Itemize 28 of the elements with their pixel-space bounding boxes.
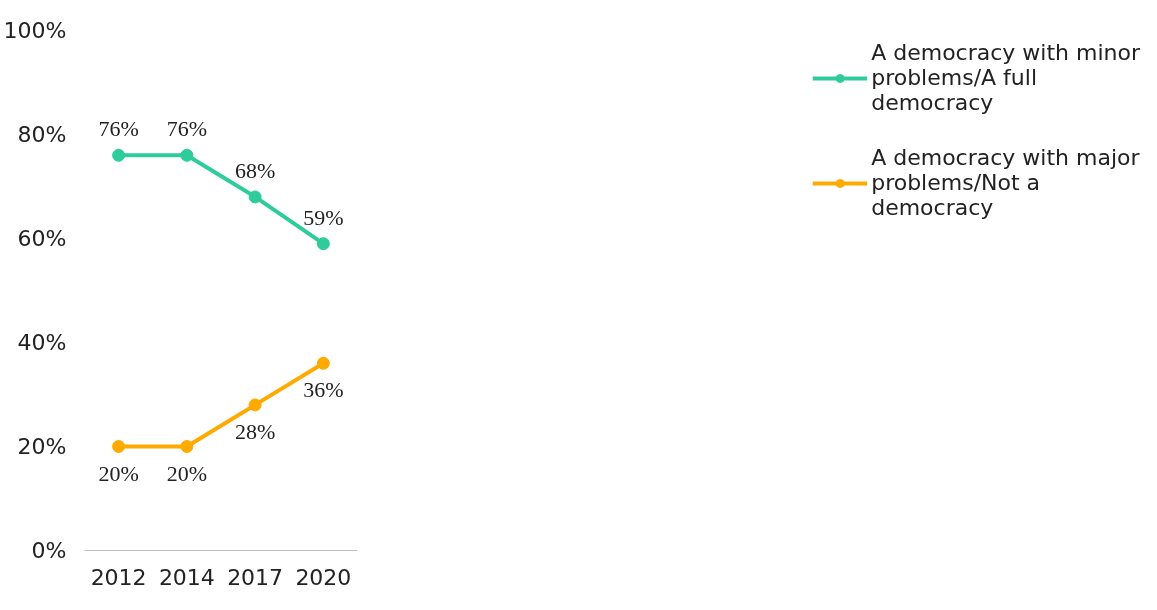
data-label: 28% xyxy=(234,418,276,444)
data-label: 20% xyxy=(166,460,208,486)
point xyxy=(248,190,262,204)
data-label: 59% xyxy=(303,204,344,230)
y-tick-label: 80% xyxy=(17,122,67,147)
x-tick-label: 2020 xyxy=(295,564,352,590)
data-label: 68% xyxy=(234,157,276,183)
point xyxy=(316,356,330,370)
y-tick-label: 100% xyxy=(3,18,67,43)
data-label: 76% xyxy=(166,116,208,142)
y-tick-label: 0% xyxy=(31,538,67,563)
y-tick-label: 20% xyxy=(17,434,67,459)
data-label: 36% xyxy=(303,377,344,403)
point xyxy=(248,398,262,412)
x-tick-label: 2014 xyxy=(158,564,215,590)
data-label: 76% xyxy=(98,116,139,142)
data-label: 20% xyxy=(98,460,139,486)
x-tick-label: 2017 xyxy=(227,564,284,590)
y-tick-label: 40% xyxy=(17,330,67,355)
point xyxy=(180,440,194,453)
point xyxy=(112,148,126,162)
x-tick-label: 2012 xyxy=(90,564,147,590)
legend-label: A democracy with minor problems/A full democracy xyxy=(871,40,1140,115)
point xyxy=(316,237,330,251)
point xyxy=(180,148,194,162)
point xyxy=(112,440,126,453)
y-tick-label: 60% xyxy=(17,226,67,251)
legend-label: A democracy with major problems/Not a democracy xyxy=(871,145,1140,220)
